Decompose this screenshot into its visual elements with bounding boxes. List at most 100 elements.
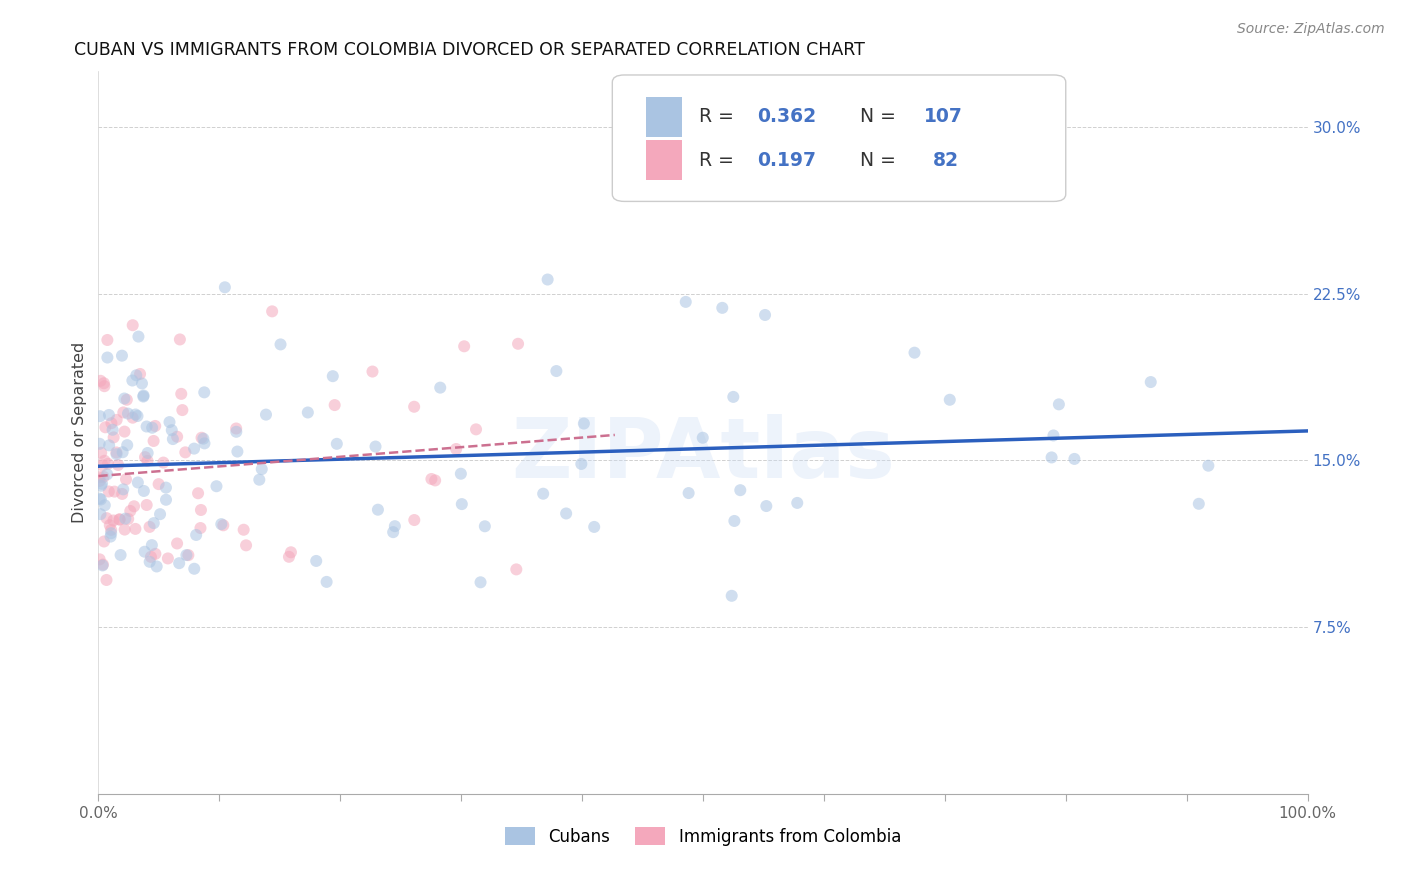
Point (90, 446, 112, 460)
Point (247, 473, 270, 487)
Point (124, 408, 146, 422)
Point (112, 483, 135, 497)
Point (125, 368, 148, 383)
Point (120, 504, 142, 518)
Point (278, 549, 301, 564)
Text: R =: R = (699, 107, 734, 127)
Point (115, 392, 138, 407)
Point (135, 419, 157, 434)
Point (162, 432, 184, 446)
Point (107, 458, 129, 472)
Point (138, 555, 160, 569)
FancyBboxPatch shape (647, 97, 682, 136)
Point (720, 589, 742, 603)
Point (754, 308, 776, 322)
Point (555, 507, 578, 521)
Point (100, 523, 122, 537)
Point (262, 304, 284, 318)
Point (141, 538, 163, 552)
Point (155, 492, 177, 507)
Point (114, 511, 136, 525)
Point (129, 367, 152, 381)
Point (429, 381, 451, 395)
Point (90, 492, 112, 507)
Point (112, 405, 135, 419)
Point (132, 483, 155, 498)
Point (91, 458, 114, 473)
Point (190, 503, 212, 517)
Point (103, 484, 125, 499)
Point (177, 548, 200, 562)
Point (536, 272, 558, 286)
Point (121, 410, 143, 425)
Point (122, 500, 145, 514)
Point (115, 472, 138, 486)
Point (270, 337, 292, 351)
Point (1040, 450, 1063, 465)
Point (121, 318, 143, 333)
Point (453, 339, 475, 353)
Point (723, 390, 745, 404)
Point (214, 280, 236, 294)
Text: CUBAN VS IMMIGRANTS FROM COLOMBIA DIVORCED OR SEPARATED CORRELATION CHART: CUBAN VS IMMIGRANTS FROM COLOMBIA DIVORC… (75, 41, 865, 59)
FancyBboxPatch shape (647, 140, 682, 180)
Point (572, 417, 595, 431)
Point (117, 512, 139, 526)
Point (423, 474, 446, 488)
Point (209, 517, 232, 532)
Point (367, 502, 389, 516)
Point (322, 369, 344, 384)
Point (450, 467, 472, 481)
Point (156, 551, 179, 566)
Point (711, 301, 734, 315)
Point (569, 457, 592, 471)
Text: R =: R = (699, 151, 734, 169)
Point (100, 530, 122, 544)
Text: Source: ZipAtlas.com: Source: ZipAtlas.com (1237, 22, 1385, 37)
Point (96, 333, 118, 347)
Point (134, 450, 156, 464)
Point (420, 472, 443, 486)
Point (138, 520, 160, 534)
Point (103, 514, 125, 528)
Point (90, 479, 112, 493)
Point (89, 491, 111, 506)
Point (93, 470, 115, 484)
Point (93, 534, 115, 549)
Point (675, 294, 697, 309)
Point (101, 423, 124, 437)
Point (97, 408, 120, 422)
Text: 107: 107 (924, 107, 963, 127)
Point (225, 421, 247, 435)
Point (1197, 458, 1219, 473)
Point (132, 388, 155, 402)
Point (384, 519, 406, 533)
Point (127, 409, 149, 423)
Point (474, 519, 496, 533)
Point (96, 511, 118, 525)
Point (786, 496, 808, 510)
Point (89, 474, 111, 488)
Point (160, 423, 183, 437)
Point (94, 498, 117, 512)
Point (583, 520, 606, 534)
Point (134, 545, 156, 559)
Point (730, 483, 752, 498)
Text: N =: N = (860, 151, 896, 169)
Point (232, 523, 254, 537)
Point (105, 413, 128, 427)
Point (723, 514, 745, 528)
Point (89, 470, 111, 484)
Point (89, 437, 111, 451)
Point (167, 556, 190, 570)
Point (142, 516, 165, 530)
Point (108, 512, 131, 526)
Point (506, 336, 529, 351)
Point (169, 333, 191, 347)
Point (131, 376, 153, 391)
Point (111, 487, 134, 501)
Point (531, 486, 554, 500)
Point (103, 430, 125, 444)
Point (159, 415, 181, 429)
Point (190, 521, 212, 535)
